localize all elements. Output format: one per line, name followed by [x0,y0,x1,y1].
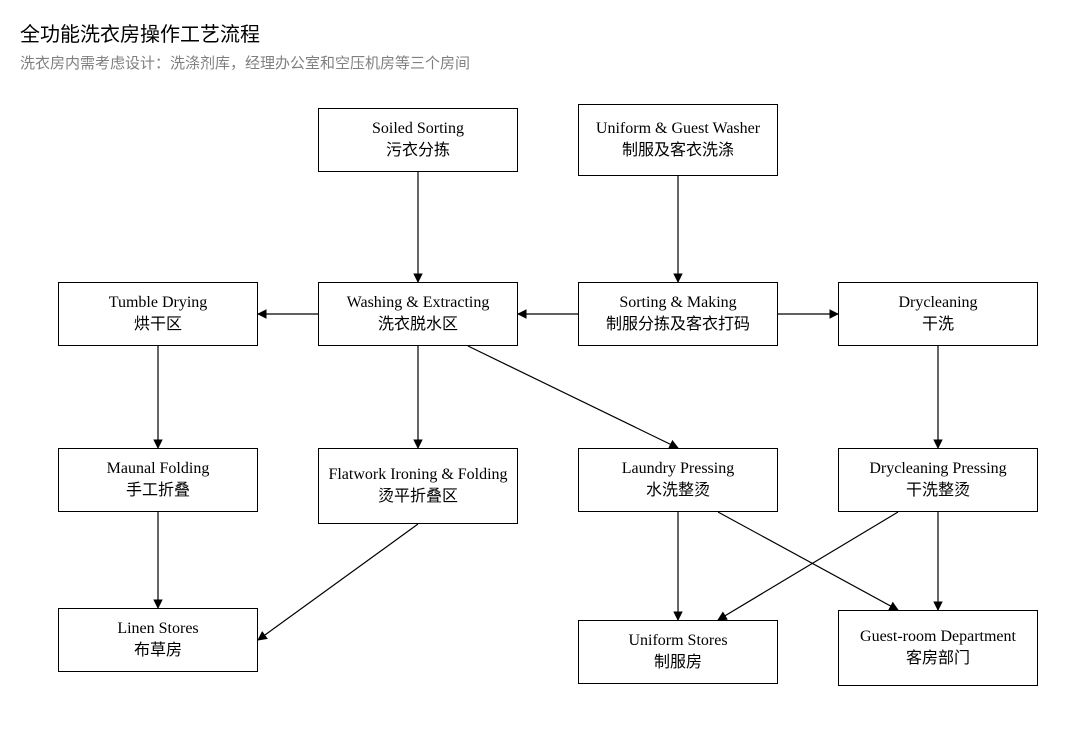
edge-laundry-pressing-to-guestroom-dept [718,512,898,610]
page-title: 全功能洗衣房操作工艺流程 [20,18,260,47]
node-sorting-making: Sorting & Making制服分拣及客衣打码 [578,282,778,346]
node-label-zh: 手工折叠 [126,480,190,502]
node-label-zh: 水洗整烫 [646,480,710,502]
node-label-en: Maunal Folding [107,458,210,480]
node-tumble-drying: Tumble Drying烘干区 [58,282,258,346]
node-label-zh: 污衣分拣 [386,140,450,162]
node-linen-stores: Linen Stores布草房 [58,608,258,672]
node-uniform-washer: Uniform & Guest Washer制服及客衣洗涤 [578,104,778,176]
node-label-en: Laundry Pressing [622,458,734,480]
node-label-en: Linen Stores [117,618,198,640]
node-label-zh: 烘干区 [134,314,182,336]
node-laundry-pressing: Laundry Pressing水洗整烫 [578,448,778,512]
node-washing-extracting: Washing & Extracting洗衣脱水区 [318,282,518,346]
node-label-en: Sorting & Making [619,292,736,314]
node-label-en: Drycleaning Pressing [869,458,1006,480]
node-label-zh: 客房部门 [906,648,970,670]
node-manual-folding: Maunal Folding手工折叠 [58,448,258,512]
edge-drycleaning-pressing-to-uniform-stores [718,512,898,620]
node-guestroom-dept: Guest-room Department客房部门 [838,610,1038,686]
node-label-zh: 烫平折叠区 [378,486,458,508]
edge-washing-extracting-to-laundry-pressing [468,346,678,448]
node-label-en: Drycleaning [898,292,977,314]
node-label-zh: 制服分拣及客衣打码 [606,314,750,336]
page-subtitle: 洗衣房内需考虑设计：洗涤剂库，经理办公室和空压机房等三个房间 [20,52,470,73]
node-label-en: Soiled Sorting [372,118,464,140]
node-uniform-stores: Uniform Stores制服房 [578,620,778,684]
node-drycleaning-pressing: Drycleaning Pressing干洗整烫 [838,448,1038,512]
node-label-en: Flatwork Ironing & Folding [328,464,507,486]
node-label-zh: 制服房 [654,652,702,674]
node-drycleaning: Drycleaning干洗 [838,282,1038,346]
node-flatwork-ironing: Flatwork Ironing & Folding烫平折叠区 [318,448,518,524]
node-label-zh: 布草房 [134,640,182,662]
node-soiled-sorting: Soiled Sorting污衣分拣 [318,108,518,172]
node-label-zh: 干洗整烫 [906,480,970,502]
node-label-zh: 干洗 [922,314,954,336]
node-label-zh: 制服及客衣洗涤 [622,140,734,162]
edge-flatwork-ironing-to-linen-stores [258,524,418,640]
node-label-en: Uniform Stores [628,630,727,652]
node-label-en: Uniform & Guest Washer [596,118,760,140]
node-label-zh: 洗衣脱水区 [378,314,458,336]
node-label-en: Washing & Extracting [347,292,490,314]
node-label-en: Guest-room Department [860,626,1016,648]
node-label-en: Tumble Drying [109,292,208,314]
